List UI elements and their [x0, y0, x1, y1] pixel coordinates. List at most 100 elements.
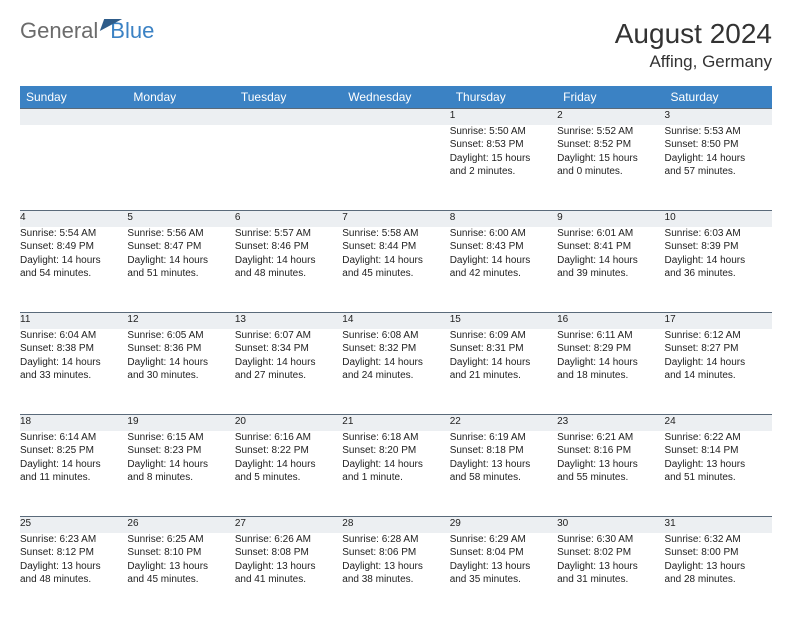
- day-number: 29: [450, 517, 557, 533]
- day-cell-line: Sunset: 8:04 PM: [450, 546, 557, 560]
- day-cell-line: Sunset: 8:00 PM: [665, 546, 772, 560]
- day-cell: Sunrise: 6:19 AMSunset: 8:18 PMDaylight:…: [450, 431, 557, 517]
- day-cell: [235, 125, 342, 211]
- day-number: 23: [557, 415, 664, 431]
- day-cell-line: and 48 minutes.: [235, 267, 342, 281]
- day-cell: Sunrise: 6:14 AMSunset: 8:25 PMDaylight:…: [20, 431, 127, 517]
- day-cell: Sunrise: 5:58 AMSunset: 8:44 PMDaylight:…: [342, 227, 449, 313]
- day-number: 16: [557, 313, 664, 329]
- day-cell-line: Daylight: 14 hours: [557, 356, 664, 370]
- day-cell-line: and 14 minutes.: [665, 369, 772, 383]
- day-cell: Sunrise: 6:05 AMSunset: 8:36 PMDaylight:…: [127, 329, 234, 415]
- day-cell-line: Sunrise: 6:14 AM: [20, 431, 127, 445]
- day-cell-line: and 38 minutes.: [342, 573, 449, 587]
- day-cell: Sunrise: 5:50 AMSunset: 8:53 PMDaylight:…: [450, 125, 557, 211]
- day-cell: Sunrise: 5:57 AMSunset: 8:46 PMDaylight:…: [235, 227, 342, 313]
- day-cell-line: and 54 minutes.: [20, 267, 127, 281]
- day-number: 17: [665, 313, 772, 329]
- day-cell-line: and 28 minutes.: [665, 573, 772, 587]
- day-cell-line: Daylight: 13 hours: [342, 560, 449, 574]
- day-cell-line: Sunrise: 6:04 AM: [20, 329, 127, 343]
- day-number: 27: [235, 517, 342, 533]
- day-cell: Sunrise: 6:23 AMSunset: 8:12 PMDaylight:…: [20, 533, 127, 619]
- day-cell-line: and 11 minutes.: [20, 471, 127, 485]
- day-cell: Sunrise: 6:26 AMSunset: 8:08 PMDaylight:…: [235, 533, 342, 619]
- day-cell-line: Daylight: 14 hours: [557, 254, 664, 268]
- day-cell-line: Sunrise: 6:16 AM: [235, 431, 342, 445]
- day-cell-line: Sunset: 8:14 PM: [665, 444, 772, 458]
- day-cell-line: Sunrise: 6:22 AM: [665, 431, 772, 445]
- day-cell-line: Sunset: 8:27 PM: [665, 342, 772, 356]
- day-cell-line: Daylight: 13 hours: [20, 560, 127, 574]
- day-cell-line: Sunrise: 6:29 AM: [450, 533, 557, 547]
- day-cell-line: Sunrise: 6:01 AM: [557, 227, 664, 241]
- day-cell-line: Sunrise: 6:12 AM: [665, 329, 772, 343]
- weekday-head: Tuesday: [235, 86, 342, 109]
- day-cell: Sunrise: 6:30 AMSunset: 8:02 PMDaylight:…: [557, 533, 664, 619]
- day-cell-line: Sunset: 8:49 PM: [20, 240, 127, 254]
- day-cell-line: Sunset: 8:23 PM: [127, 444, 234, 458]
- day-cell-line: Daylight: 14 hours: [342, 458, 449, 472]
- day-cell: Sunrise: 5:53 AMSunset: 8:50 PMDaylight:…: [665, 125, 772, 211]
- day-cell-line: Sunset: 8:29 PM: [557, 342, 664, 356]
- day-cell: Sunrise: 6:29 AMSunset: 8:04 PMDaylight:…: [450, 533, 557, 619]
- day-cell-line: and 33 minutes.: [20, 369, 127, 383]
- day-cell-line: Sunrise: 6:32 AM: [665, 533, 772, 547]
- daynum-row: 25262728293031: [20, 517, 772, 533]
- day-cell-line: Sunrise: 6:11 AM: [557, 329, 664, 343]
- calendar-table: Sunday Monday Tuesday Wednesday Thursday…: [20, 86, 772, 619]
- day-cell-line: and 27 minutes.: [235, 369, 342, 383]
- day-cell-line: and 36 minutes.: [665, 267, 772, 281]
- day-cell-line: and 0 minutes.: [557, 165, 664, 179]
- day-cell-line: Daylight: 14 hours: [342, 254, 449, 268]
- day-number: 18: [20, 415, 127, 431]
- day-number: 13: [235, 313, 342, 329]
- day-cell-line: Daylight: 13 hours: [450, 560, 557, 574]
- month-title: August 2024: [615, 18, 772, 50]
- day-number: 6: [235, 211, 342, 227]
- day-number: 20: [235, 415, 342, 431]
- day-cell-line: and 48 minutes.: [20, 573, 127, 587]
- day-cell-line: and 30 minutes.: [127, 369, 234, 383]
- day-cell-line: Daylight: 14 hours: [127, 458, 234, 472]
- day-cell-line: Daylight: 15 hours: [557, 152, 664, 166]
- location: Affing, Germany: [615, 52, 772, 72]
- day-number: 8: [450, 211, 557, 227]
- day-cell-line: Sunrise: 6:07 AM: [235, 329, 342, 343]
- day-cell-line: Sunset: 8:12 PM: [20, 546, 127, 560]
- content-row: Sunrise: 6:23 AMSunset: 8:12 PMDaylight:…: [20, 533, 772, 619]
- day-cell-line: Sunset: 8:06 PM: [342, 546, 449, 560]
- weekday-head: Monday: [127, 86, 234, 109]
- day-cell-line: and 51 minutes.: [665, 471, 772, 485]
- day-number: 21: [342, 415, 449, 431]
- day-cell-line: Sunset: 8:10 PM: [127, 546, 234, 560]
- day-cell: Sunrise: 6:12 AMSunset: 8:27 PMDaylight:…: [665, 329, 772, 415]
- day-cell-line: Sunset: 8:50 PM: [665, 138, 772, 152]
- day-cell-line: Sunrise: 6:23 AM: [20, 533, 127, 547]
- day-cell-line: Sunrise: 6:03 AM: [665, 227, 772, 241]
- content-row: Sunrise: 5:50 AMSunset: 8:53 PMDaylight:…: [20, 125, 772, 211]
- day-cell: Sunrise: 5:54 AMSunset: 8:49 PMDaylight:…: [20, 227, 127, 313]
- day-cell-line: Daylight: 14 hours: [450, 254, 557, 268]
- day-cell: Sunrise: 5:52 AMSunset: 8:52 PMDaylight:…: [557, 125, 664, 211]
- content-row: Sunrise: 6:04 AMSunset: 8:38 PMDaylight:…: [20, 329, 772, 415]
- day-cell: Sunrise: 6:25 AMSunset: 8:10 PMDaylight:…: [127, 533, 234, 619]
- day-number: 28: [342, 517, 449, 533]
- day-number: 12: [127, 313, 234, 329]
- day-cell: Sunrise: 6:01 AMSunset: 8:41 PMDaylight:…: [557, 227, 664, 313]
- daynum-row: 123: [20, 109, 772, 125]
- day-cell-line: Sunrise: 6:09 AM: [450, 329, 557, 343]
- day-cell-line: Daylight: 14 hours: [235, 458, 342, 472]
- weekday-head: Saturday: [665, 86, 772, 109]
- logo: General Blue: [20, 18, 154, 44]
- day-number: 14: [342, 313, 449, 329]
- day-cell: [127, 125, 234, 211]
- weekday-header-row: Sunday Monday Tuesday Wednesday Thursday…: [20, 86, 772, 109]
- weekday-head: Sunday: [20, 86, 127, 109]
- page-header: General Blue August 2024 Affing, Germany: [20, 18, 772, 72]
- day-cell-line: and 42 minutes.: [450, 267, 557, 281]
- day-number: 24: [665, 415, 772, 431]
- day-cell-line: Daylight: 13 hours: [557, 458, 664, 472]
- day-cell-line: Sunrise: 5:54 AM: [20, 227, 127, 241]
- day-cell-line: Daylight: 13 hours: [450, 458, 557, 472]
